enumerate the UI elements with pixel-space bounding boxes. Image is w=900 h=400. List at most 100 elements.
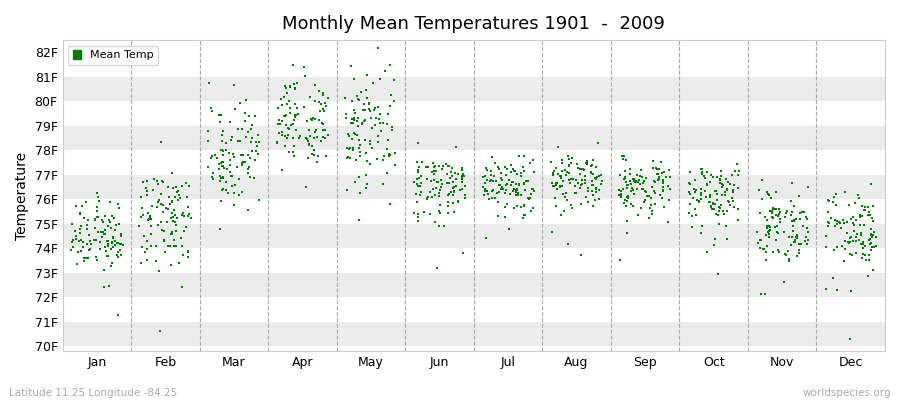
Point [225, 183, 239, 189]
Point [159, 219, 174, 226]
Point [451, 198, 465, 205]
Point [681, 210, 696, 216]
Point [574, 182, 589, 188]
Point [516, 214, 530, 221]
Point [222, 162, 237, 169]
Point [346, 116, 360, 122]
Point [837, 220, 851, 227]
Point [375, 120, 390, 126]
Point [313, 138, 328, 144]
Point [662, 196, 677, 203]
Point [730, 161, 744, 168]
Point [565, 154, 580, 161]
Point [368, 105, 382, 111]
Point [613, 172, 627, 179]
Point [455, 165, 470, 172]
Point [772, 211, 787, 217]
Point [483, 172, 498, 178]
Point [346, 107, 361, 114]
Point [103, 198, 117, 205]
Point [155, 227, 169, 234]
Point [718, 191, 733, 198]
Point [167, 194, 182, 200]
Point [76, 244, 90, 250]
Point [105, 213, 120, 220]
Point [372, 45, 386, 51]
Point [277, 83, 292, 89]
Point [282, 98, 296, 104]
Point [215, 163, 230, 169]
Point [226, 151, 240, 158]
Point [340, 154, 355, 160]
Point [643, 204, 657, 211]
Point [769, 189, 783, 196]
Point [616, 176, 631, 182]
Point [412, 175, 427, 182]
Point [849, 216, 863, 223]
Point [563, 202, 578, 208]
Point [579, 194, 593, 200]
Point [89, 254, 104, 260]
Point [352, 97, 366, 104]
Point [702, 199, 716, 205]
Point [346, 147, 360, 153]
Point [110, 252, 124, 258]
Point [498, 204, 512, 210]
Point [789, 234, 804, 240]
Point [226, 150, 240, 157]
Point [695, 168, 709, 175]
Point [720, 208, 734, 214]
Point [477, 186, 491, 192]
Point [683, 180, 698, 187]
Point [648, 190, 662, 196]
Point [227, 190, 241, 196]
Point [427, 177, 441, 183]
Point [580, 184, 595, 191]
Point [508, 181, 523, 188]
Point [485, 195, 500, 201]
Point [842, 202, 856, 208]
Point [770, 212, 784, 218]
Point [82, 232, 96, 238]
Point [434, 184, 448, 190]
Point [279, 112, 293, 118]
Point [315, 134, 329, 140]
Point [594, 172, 608, 178]
Point [181, 213, 195, 220]
Point [684, 213, 698, 220]
Point [508, 168, 522, 174]
Point [274, 102, 289, 108]
Point [584, 170, 598, 176]
Point [617, 175, 632, 182]
Point [688, 206, 702, 212]
Point [526, 188, 541, 194]
Point [499, 172, 513, 178]
Point [564, 160, 579, 166]
Point [96, 229, 111, 236]
Point [797, 238, 812, 244]
Point [276, 94, 291, 100]
Point [387, 150, 401, 156]
Point [339, 154, 354, 161]
Point [446, 185, 460, 191]
Point [371, 133, 385, 139]
Point [166, 170, 180, 176]
Point [178, 180, 193, 186]
Point [376, 180, 391, 187]
Point [445, 172, 459, 179]
Point [499, 214, 513, 220]
Point [345, 136, 359, 142]
Point [712, 208, 726, 214]
Point [864, 247, 878, 253]
Point [166, 185, 181, 192]
Point [83, 245, 97, 252]
Point [480, 177, 494, 184]
Point [180, 194, 194, 200]
Point [551, 144, 565, 150]
Point [90, 203, 104, 210]
Point [233, 100, 248, 107]
Point [358, 107, 373, 114]
Point [590, 189, 604, 195]
Point [65, 221, 79, 227]
Point [561, 153, 575, 160]
